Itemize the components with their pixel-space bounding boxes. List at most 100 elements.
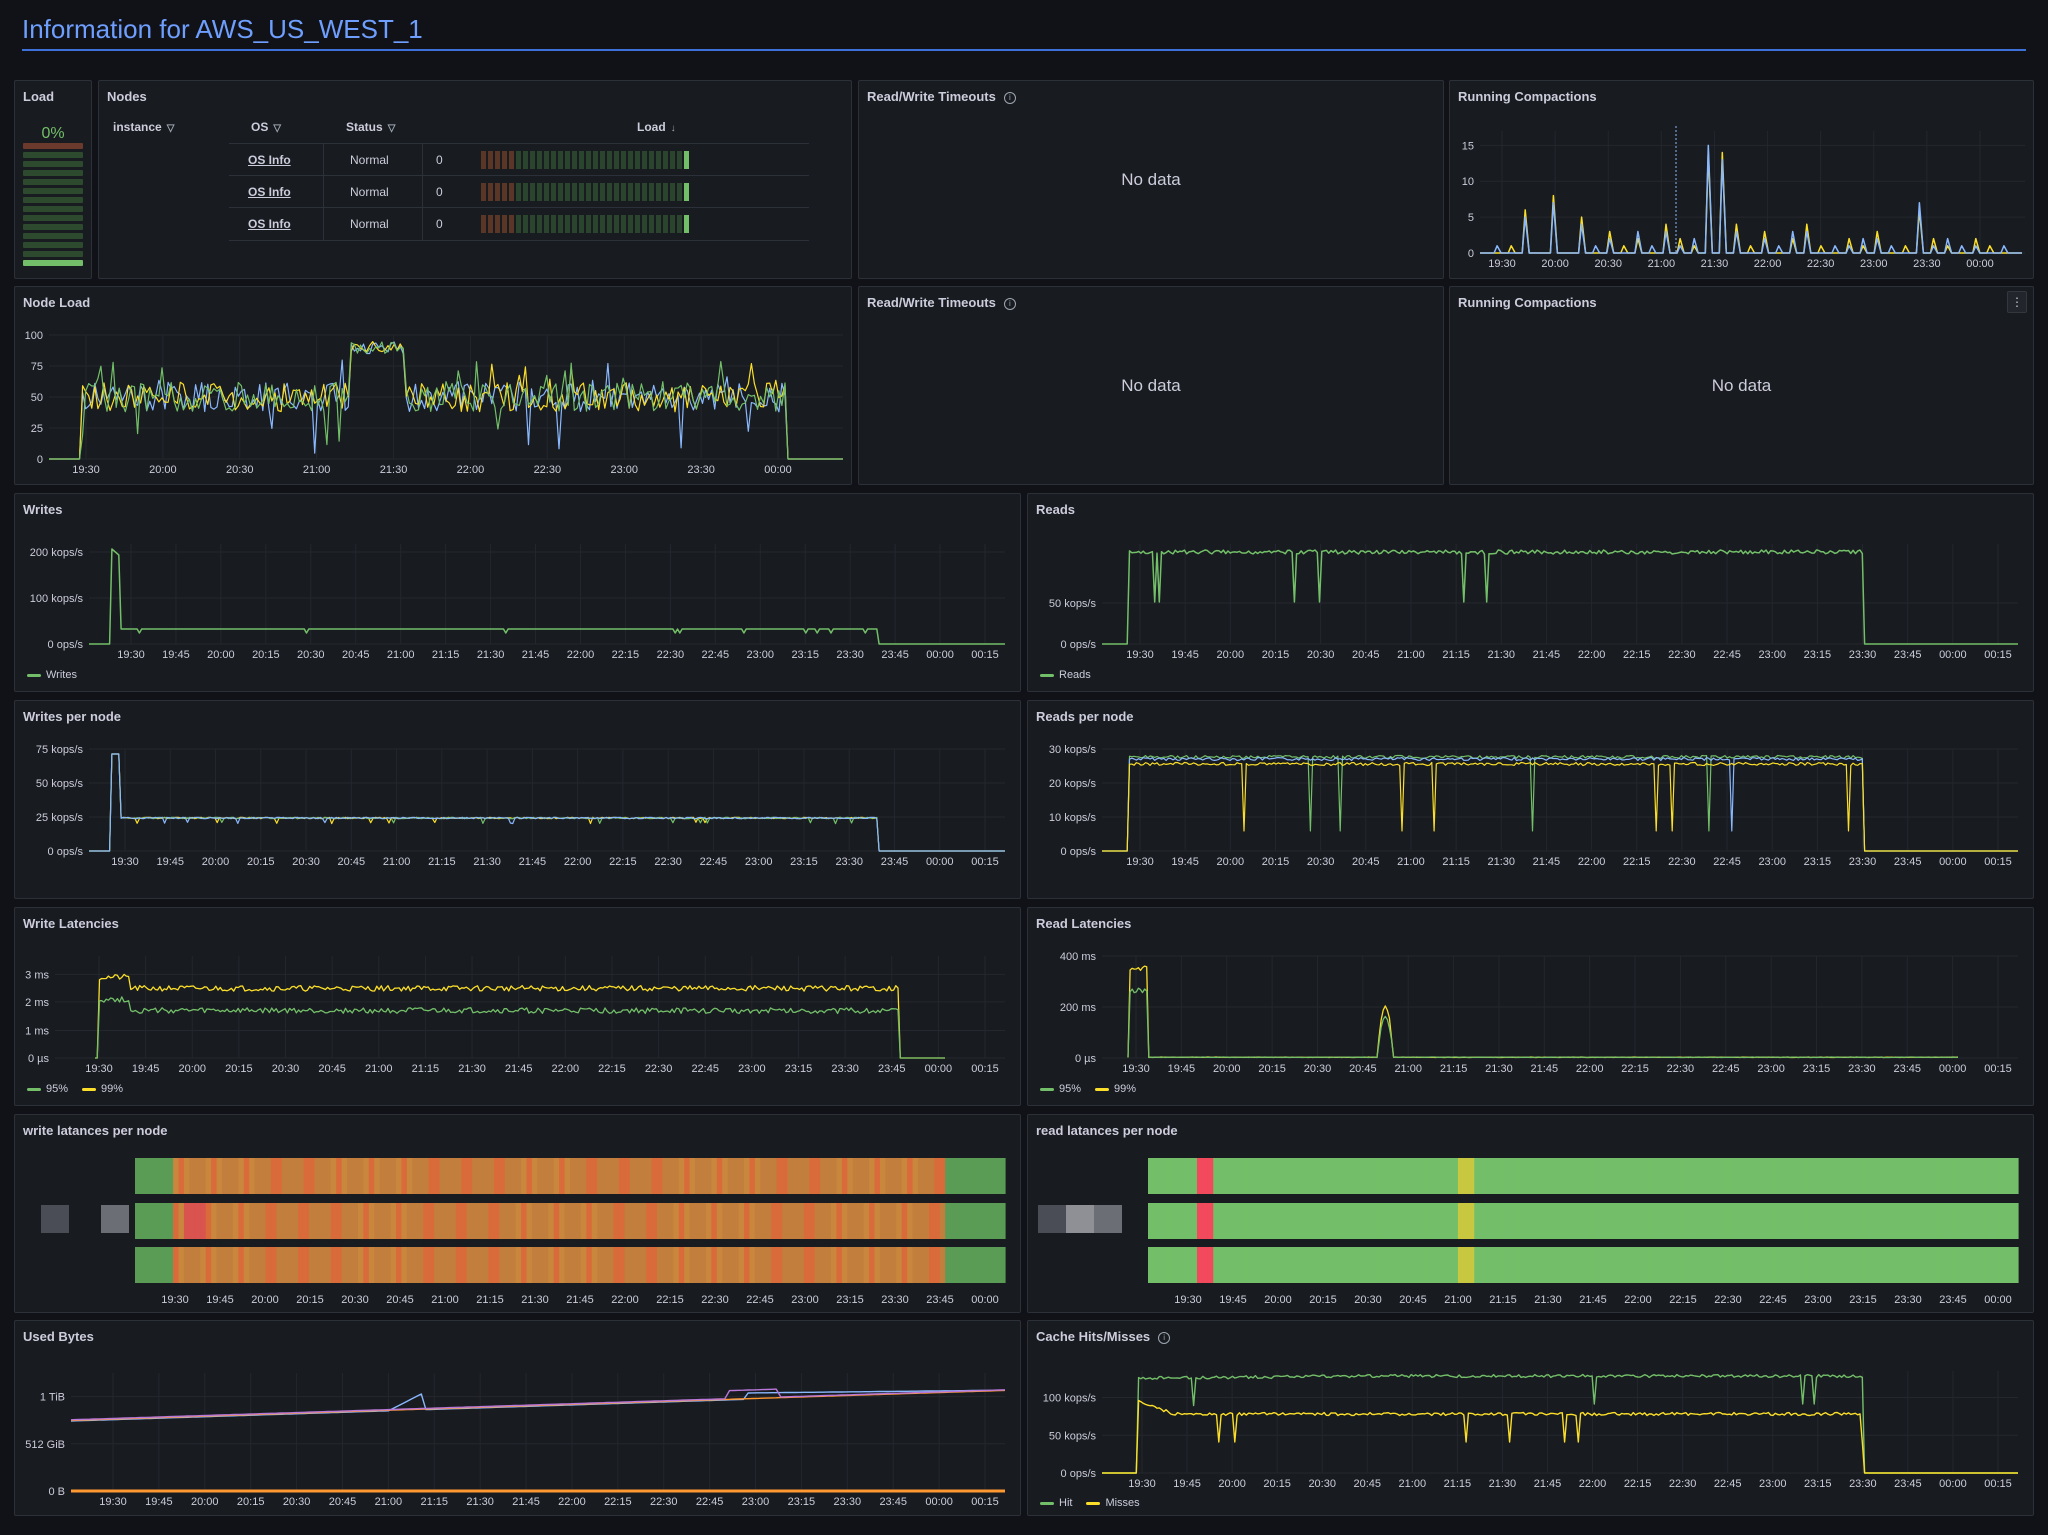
os-info-link[interactable]: OS Info [248, 217, 291, 231]
heatmap-cell [776, 1203, 783, 1239]
bar-segment [677, 183, 682, 201]
heatmap-cell [325, 1203, 332, 1239]
instance-column-header[interactable]: instance ▽ [113, 120, 174, 134]
heatmap-cell [1398, 1203, 1405, 1239]
heatmap-cell [1528, 1247, 1535, 1283]
heatmap-cell [695, 1203, 702, 1239]
heatmap-cell [510, 1247, 517, 1283]
x-tick-label: 00:00 [925, 1496, 953, 1508]
heatmap-cell [722, 1247, 729, 1283]
legend-item[interactable]: 99% [1095, 1083, 1136, 1095]
heatmap-cell [548, 1247, 555, 1283]
os-info-link[interactable]: OS Info [248, 153, 291, 167]
heatmap-cell [1947, 1203, 1954, 1239]
heatmap-cell [1229, 1247, 1236, 1283]
heatmap-cell [1882, 1158, 1889, 1194]
heatmap-cell [646, 1203, 653, 1239]
heatmap-cell [488, 1247, 495, 1283]
legend-item[interactable]: 99% [82, 1083, 123, 1095]
heatmap-cell [270, 1158, 277, 1194]
x-tick-label: 21:30 [1701, 258, 1729, 270]
heatmap-cell [1952, 1203, 1959, 1239]
x-tick-label: 20:00 [202, 856, 230, 868]
heatmap-cell [1762, 1158, 1769, 1194]
status-column-header[interactable]: Status ▽ [346, 120, 395, 134]
heatmap-cell [385, 1247, 392, 1283]
y-tick-label: 400 ms [1060, 951, 1097, 963]
heatmap-cell [553, 1203, 560, 1239]
series-line [1102, 754, 2018, 852]
legend-item[interactable]: 95% [1040, 1083, 1081, 1095]
heatmap-cell [1370, 1158, 1377, 1194]
info-icon[interactable]: i [1003, 297, 1016, 310]
heatmap-cell [439, 1158, 446, 1194]
filter-icon[interactable]: ▽ [387, 123, 396, 134]
legend-item[interactable]: Reads [1040, 669, 1091, 681]
filter-icon[interactable]: ▽ [166, 123, 175, 134]
heatmap-cell [1680, 1247, 1687, 1283]
heatmap-cell [515, 1247, 522, 1283]
chart-legend: Hit Misses [1040, 1497, 1140, 1509]
heatmap-cell [744, 1203, 751, 1239]
rw-timeouts-panel: Read/Write Timeouts i No data [858, 80, 1444, 279]
legend-item[interactable]: Hit [1040, 1497, 1072, 1509]
heatmap-cell [983, 1247, 990, 1283]
series-line [89, 753, 1005, 852]
heatmap-cell [1800, 1158, 1807, 1194]
y-tick-label: 3 ms [25, 969, 49, 981]
heatmap-cell [499, 1203, 506, 1239]
heatmap-cell [379, 1247, 386, 1283]
legend-item[interactable]: Misses [1086, 1497, 1140, 1509]
running-compactions-panel: Running Compactions 0 5 10 15 19:30 20:00 20:3… [1449, 80, 2034, 279]
heatmap-cell [1517, 1247, 1524, 1283]
load-column-header[interactable]: Load ↓ [637, 120, 676, 134]
heatmap-cell [1876, 1203, 1883, 1239]
heatmap-cell [1969, 1247, 1976, 1283]
x-tick-label: 21:30 [1487, 856, 1515, 868]
os-column-header[interactable]: OS ▽ [251, 120, 281, 134]
heatmap-cell [890, 1203, 897, 1239]
heatmap-cell [183, 1203, 190, 1239]
x-tick-label: 20:45 [329, 1496, 357, 1508]
gauge-segment [23, 242, 83, 248]
x-tick-label: 21:15 [1489, 1294, 1517, 1306]
heatmap-cell [1653, 1158, 1660, 1194]
sort-desc-icon[interactable]: ↓ [670, 123, 676, 134]
bar-segment [600, 151, 605, 169]
info-icon[interactable]: i [1158, 1331, 1171, 1344]
x-tick-label: 21:45 [512, 1496, 540, 1508]
heatmap-cell [173, 1247, 180, 1283]
heatmap-cell [1322, 1158, 1329, 1194]
legend-item[interactable]: 95% [27, 1083, 68, 1095]
chart-legend: 95% 99% [1040, 1083, 1136, 1095]
heatmap-cell [635, 1158, 642, 1194]
heatmap-cell [1398, 1158, 1405, 1194]
reads-per-node-chart: 0 ops/s 10 kops/s 20 kops/s 30 kops/s 19:30 1… [1049, 744, 2018, 868]
bar-segment [488, 215, 493, 233]
x-tick-label: 21:00 [431, 1294, 459, 1306]
info-icon[interactable]: i [1003, 91, 1016, 104]
series-line [70, 1388, 1006, 1421]
heatmap-cell [428, 1203, 435, 1239]
heatmap-cell [559, 1247, 566, 1283]
heatmap-cell [863, 1247, 870, 1283]
x-tick-label: 20:45 [1349, 1063, 1377, 1075]
filter-icon[interactable]: ▽ [273, 123, 282, 134]
heatmap-cell [1773, 1203, 1780, 1239]
os-info-link[interactable]: OS Info [248, 185, 291, 199]
heatmap-cell [461, 1203, 468, 1239]
heatmap-cell [1544, 1247, 1551, 1283]
panel-menu-icon[interactable]: ⋮ [2007, 291, 2027, 313]
heatmap-cell [341, 1247, 348, 1283]
heatmap-cell [1735, 1247, 1742, 1283]
gauge-segment [23, 170, 83, 176]
heatmap-cell [1925, 1203, 1932, 1239]
x-tick-label: 23:45 [1939, 1294, 1967, 1306]
legend-item[interactable]: Writes [27, 669, 77, 681]
heatmap-cell [1419, 1158, 1426, 1194]
gauge-segment [23, 188, 83, 194]
heatmap-cell [1762, 1203, 1769, 1239]
y-tick-label: 0 ops/s [1061, 846, 1097, 858]
heatmap-cell [1245, 1158, 1252, 1194]
heatmap-cell [1224, 1247, 1231, 1283]
